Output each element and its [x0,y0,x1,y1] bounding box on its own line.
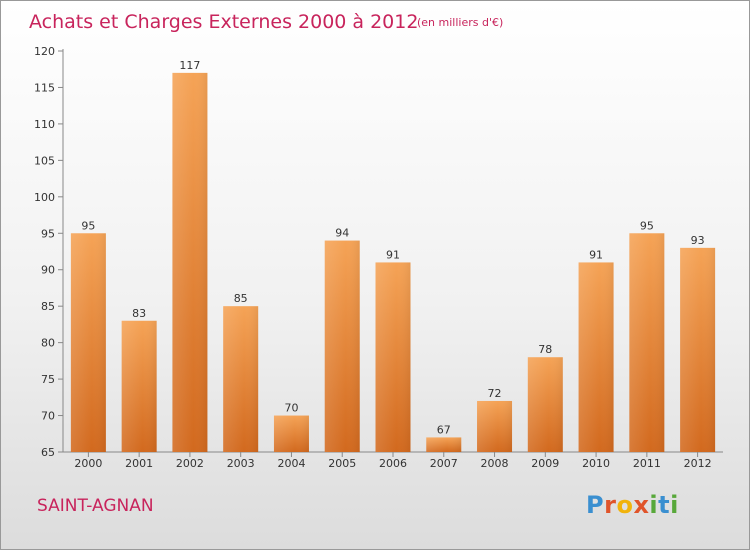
logo-letter: o [616,491,634,519]
bar-shade [70,233,106,452]
y-tick-label: 65 [41,446,55,459]
data-label: 72 [488,387,502,400]
y-tick-label: 110 [34,118,55,131]
x-tick-label: 2010 [582,457,610,470]
bar-shade [324,240,360,452]
x-tick-label: 2008 [481,457,509,470]
x-tick-label: 2000 [74,457,102,470]
x-tick-label: 2012 [684,457,712,470]
y-tick-label: 70 [41,410,55,423]
logo-letter: i [670,491,679,519]
bar-shade [578,262,614,452]
y-tick-label: 105 [34,154,55,167]
x-tick-label: 2006 [379,457,407,470]
axes: 65 70 75 80 85 90 95 100 105 110 115 120 2000 2001 200… [34,45,723,470]
x-tick-label: 2004 [277,457,305,470]
bars: 95 83 117 85 70 94 91 67 72 78 91 95 93 [70,59,716,452]
x-tick-label: 2002 [176,457,204,470]
bar-shade [172,72,208,452]
bar-shade [273,415,309,452]
x-tick-label: 2003 [227,457,255,470]
data-label: 93 [691,234,705,247]
data-label: 67 [437,423,451,436]
y-tick-label: 100 [34,191,55,204]
chart-unit: (en milliers d'€) [417,16,503,29]
data-label: 83 [132,307,146,320]
y-tick-label: 120 [34,45,55,58]
data-label: 91 [386,248,400,261]
chart-title: Achats et Charges Externes 2000 à 2012 [29,11,418,33]
data-label: 94 [335,227,349,240]
logo-letter: r [604,491,617,519]
bar-shade [375,262,411,452]
logo-letter: i [649,491,659,519]
y-tick-label: 90 [41,264,55,277]
x-tick-label: 2005 [328,457,356,470]
data-label: 70 [284,402,298,415]
data-label: 117 [179,59,200,72]
y-tick-label: 75 [41,373,55,386]
data-label: 91 [589,248,603,261]
proxiti-logo: Proxiti [586,491,679,519]
logo-letter: x [633,491,650,519]
logo-letter: P [586,491,605,519]
x-tick-label: 2011 [633,457,661,470]
x-tick-label: 2007 [430,457,458,470]
bar-shade [426,437,462,452]
bar-shade [223,306,259,452]
y-tick-label: 85 [41,300,55,313]
y-tick-label: 115 [34,81,55,94]
y-tick-label: 95 [41,227,55,240]
y-tick-label: 80 [41,337,55,350]
data-label: 95 [640,219,654,232]
data-label: 95 [81,219,95,232]
bar-shade [121,320,157,452]
bar-shade [680,247,716,452]
data-label: 85 [234,292,248,305]
bar-shade [477,400,513,452]
data-label: 78 [538,343,552,356]
x-tick-label: 2001 [125,457,153,470]
bar-shade [629,233,665,452]
x-tick-label: 2009 [531,457,559,470]
commune-name: SAINT-AGNAN [37,496,154,516]
logo-letter: t [658,491,671,519]
bar-shade [527,357,563,452]
